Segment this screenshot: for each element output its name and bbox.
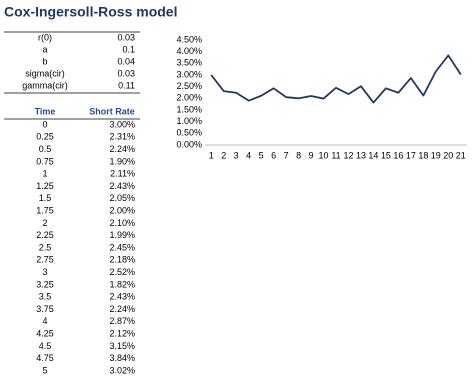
y-tick-label: 4.00% xyxy=(176,46,202,56)
x-tick-label: 8 xyxy=(296,150,301,160)
x-tick-label: 2 xyxy=(221,150,226,160)
time-cell: 3.25 xyxy=(36,279,54,289)
y-tick-label: 2.00% xyxy=(176,93,202,103)
time-cell: 2 xyxy=(42,218,47,228)
param-value: 0.11 xyxy=(118,80,135,90)
time-cell: 4.25 xyxy=(36,328,54,338)
rate-cell: 3.00% xyxy=(109,119,135,129)
x-tick-label: 16 xyxy=(393,150,403,160)
time-cell: 0.25 xyxy=(36,132,54,142)
time-cell: 1.75 xyxy=(36,205,54,215)
time-cell: 2.5 xyxy=(39,242,52,252)
rate-cell: 2.87% xyxy=(109,316,135,326)
y-tick-label: 1.50% xyxy=(176,104,202,114)
time-cell: 5 xyxy=(42,365,47,375)
time-cell: 2.25 xyxy=(36,230,54,240)
y-tick-label: 0.00% xyxy=(176,139,202,149)
rate-cell: 2.24% xyxy=(109,144,135,154)
time-cell: 3.75 xyxy=(36,304,54,314)
param-name: a xyxy=(42,44,47,54)
x-tick-label: 4 xyxy=(246,150,251,160)
x-tick-label: 1 xyxy=(209,150,214,160)
column-header: Short Rate xyxy=(89,106,135,116)
param-name: b xyxy=(42,56,47,66)
param-value: 0.1 xyxy=(122,44,135,54)
rate-cell: 3.15% xyxy=(109,341,135,351)
x-tick-label: 20 xyxy=(443,150,453,160)
time-cell: 1 xyxy=(42,169,47,179)
time-cell: 2.75 xyxy=(36,255,54,265)
rate-cell: 3.02% xyxy=(109,365,135,375)
column-header: Time xyxy=(35,106,56,116)
x-tick-label: 21 xyxy=(456,150,466,160)
param-name: sigma(cir) xyxy=(25,68,65,78)
time-cell: 1.5 xyxy=(39,193,52,203)
time-cell: 0.5 xyxy=(39,144,52,154)
x-tick-label: 19 xyxy=(431,150,441,160)
x-tick-label: 15 xyxy=(381,150,391,160)
x-tick-label: 18 xyxy=(418,150,428,160)
x-tick-label: 7 xyxy=(284,150,289,160)
x-tick-label: 10 xyxy=(319,150,329,160)
x-tick-label: 17 xyxy=(406,150,416,160)
param-value: 0.03 xyxy=(117,32,135,42)
param-name: r(0) xyxy=(38,32,52,42)
rate-cell: 2.52% xyxy=(109,267,135,277)
time-cell: 0 xyxy=(42,119,47,129)
x-tick-label: 11 xyxy=(331,150,340,160)
y-tick-label: 3.00% xyxy=(176,69,202,79)
y-tick-label: 3.50% xyxy=(176,58,202,68)
rate-cell: 1.99% xyxy=(109,230,135,240)
rate-cell: 3.84% xyxy=(109,353,135,363)
time-cell: 4.75 xyxy=(36,353,54,363)
rate-cell: 2.18% xyxy=(109,255,135,265)
rate-cell: 2.12% xyxy=(109,328,135,338)
x-tick-label: 6 xyxy=(271,150,276,160)
x-tick-label: 9 xyxy=(309,150,314,160)
time-cell: 1.25 xyxy=(36,181,54,191)
sheet-title: Cox-Ingersoll-Ross model xyxy=(4,4,177,20)
rate-cell: 2.31% xyxy=(109,132,135,142)
x-tick-label: 5 xyxy=(259,150,264,160)
time-cell: 3 xyxy=(42,267,47,277)
rate-cell: 2.00% xyxy=(109,205,135,215)
rate-cell: 2.45% xyxy=(109,242,135,252)
rate-cell: 2.43% xyxy=(109,181,135,191)
time-cell: 4.5 xyxy=(39,341,52,351)
time-cell: 0.75 xyxy=(36,156,54,166)
y-tick-label: 1.00% xyxy=(176,116,202,126)
x-tick-label: 3 xyxy=(234,150,239,160)
rate-cell: 2.10% xyxy=(109,218,135,228)
param-name: gamma(cir) xyxy=(22,80,68,90)
x-tick-label: 12 xyxy=(343,150,353,160)
y-tick-label: 4.50% xyxy=(176,34,202,44)
rate-cell: 2.11% xyxy=(110,169,135,179)
param-value: 0.03 xyxy=(117,68,135,78)
x-tick-label: 13 xyxy=(356,150,366,160)
rate-cell: 1.90% xyxy=(109,156,135,166)
time-cell: 3.5 xyxy=(39,292,52,302)
y-tick-label: 2.50% xyxy=(176,81,202,91)
param-value: 0.04 xyxy=(117,56,135,66)
x-tick-label: 14 xyxy=(368,150,378,160)
rate-cell: 2.24% xyxy=(109,304,135,314)
rate-cell: 2.43% xyxy=(109,292,135,302)
time-cell: 4 xyxy=(42,316,47,326)
rate-cell: 1.82% xyxy=(109,279,135,289)
rate-cell: 2.05% xyxy=(109,193,135,203)
series-line xyxy=(210,54,462,104)
y-tick-label: 0.50% xyxy=(176,128,202,138)
